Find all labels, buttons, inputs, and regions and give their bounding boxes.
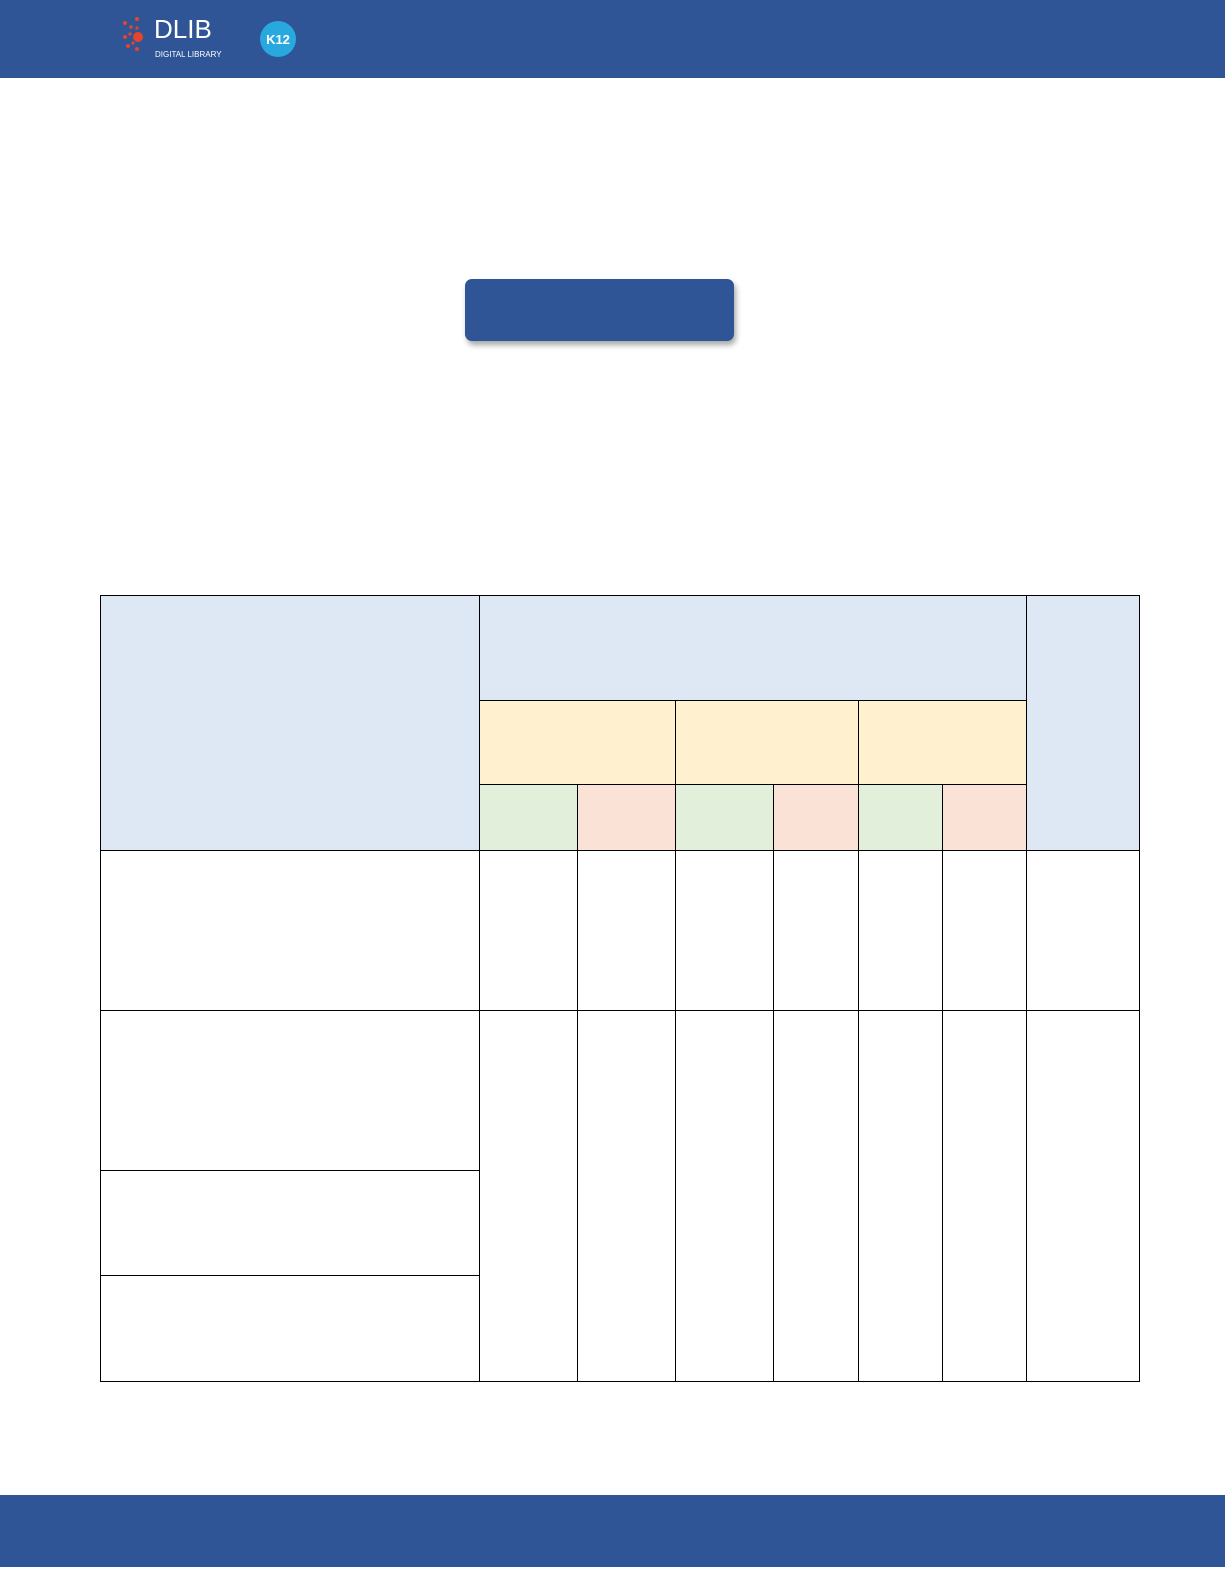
positive-header-cell: [675, 784, 774, 851]
positive-header-cell: [479, 784, 578, 851]
row-label-cell: [100, 1010, 480, 1171]
value-cell: [858, 850, 943, 1011]
row-label-cell: [100, 850, 480, 1011]
table-row: [100, 850, 1141, 1011]
negative-header-cell: [941, 784, 1028, 851]
value-cell: [675, 850, 774, 1011]
positive-header-cell: [858, 784, 943, 851]
header-cell-total: [1026, 595, 1141, 851]
top-bar: DLIB DIGITAL LIBRARY K12: [0, 0, 1225, 78]
value-cell: [479, 1010, 578, 1382]
value-cell: [941, 850, 1028, 1011]
table-row: [100, 1010, 1141, 1382]
header-cell-group: [478, 595, 1028, 701]
row-label-cell: [100, 1170, 480, 1276]
total-cell: [1026, 850, 1141, 1011]
total-cell: [1026, 1010, 1141, 1382]
value-cell: [773, 850, 859, 1011]
row-label-cell: [100, 1275, 480, 1382]
value-cell: [479, 850, 578, 1011]
value-cell: [675, 1010, 774, 1382]
header-cell-item: [100, 595, 480, 851]
dlib-k12-logo: DLIB DIGITAL LIBRARY K12: [123, 14, 296, 59]
subheader-cell-1: [479, 700, 676, 785]
subheader-cell-3: [857, 700, 1028, 785]
value-cell: [577, 1010, 676, 1382]
value-cell: [858, 1010, 943, 1382]
title-button[interactable]: [465, 279, 734, 341]
value-cell: [577, 850, 676, 1011]
value-cell: [941, 1010, 1028, 1382]
data-table: [100, 595, 1141, 1382]
negative-header-cell: [577, 784, 676, 851]
logo-tagline: DIGITAL LIBRARY: [155, 50, 222, 59]
logo-badge: K12: [266, 32, 290, 47]
negative-header-cell: [773, 784, 859, 851]
value-cell: [773, 1010, 859, 1382]
footer-bar: [0, 1495, 1225, 1567]
table-row: [100, 1170, 1140, 1276]
subheader-cell-2: [675, 700, 859, 785]
table-row: [100, 1275, 1140, 1382]
logo-wordmark: DLIB: [154, 14, 212, 44]
